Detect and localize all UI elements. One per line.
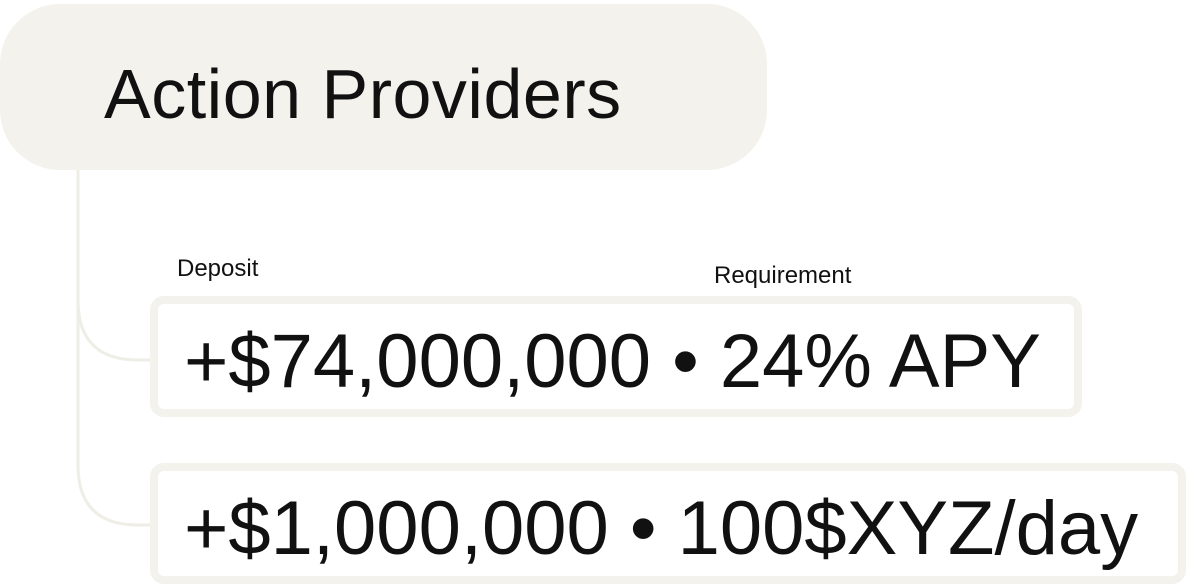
deposit-label: Deposit <box>177 255 259 282</box>
connector-branch-2 <box>76 300 152 527</box>
provider-row-2-text: +$1,000,000 • 100$XYZ/day <box>184 486 1139 571</box>
provider-row-1: +$74,000,000 • 24% APY <box>150 296 1082 417</box>
title-pill: Action Providers <box>0 4 767 170</box>
connector-branch-1 <box>76 168 152 362</box>
requirement-label: Requirement <box>714 262 852 289</box>
provider-row-1-text: +$74,000,000 • 24% APY <box>184 319 1041 404</box>
provider-row-2: +$1,000,000 • 100$XYZ/day <box>150 463 1186 584</box>
page-title: Action Providers <box>104 55 622 133</box>
